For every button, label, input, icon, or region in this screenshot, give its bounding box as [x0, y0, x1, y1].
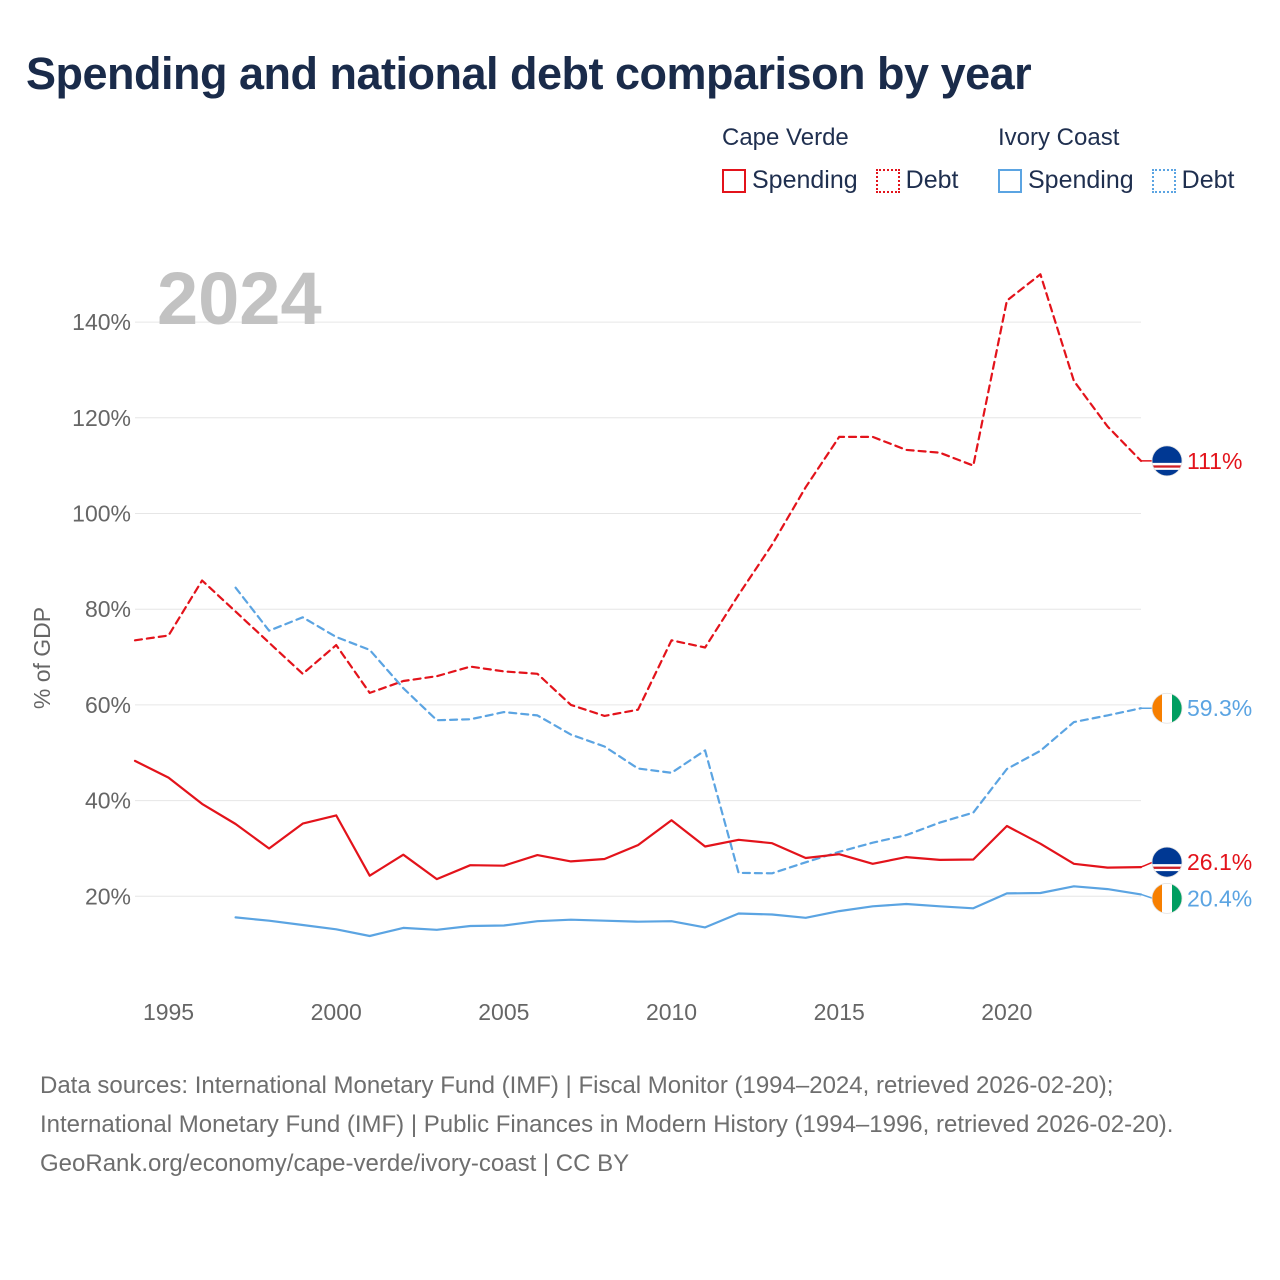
- end-marker-cape-verde-debt: 111%: [1141, 445, 1242, 477]
- series-lines: [133, 273, 1143, 938]
- footer: Data sources: International Monetary Fun…: [40, 1066, 1240, 1183]
- cape-verde-flag-icon: [1151, 445, 1183, 477]
- connector: [1140, 893, 1154, 900]
- gridlines: [135, 321, 1141, 897]
- series-line-ivory-coast-debt[interactable]: [234, 586, 1143, 875]
- series-line-cape-verde-debt[interactable]: [133, 273, 1143, 717]
- series-line-cape-verde-spending[interactable]: [133, 759, 1143, 881]
- line-chart: 2024 % of GDP 20% 40% 60% 80% 100% 120% 140% 1…: [29, 257, 1252, 1025]
- legend-group-cape-verde: Cape Verde Spending Debt: [722, 124, 976, 195]
- x-tick-label: 2020: [981, 999, 1032, 1025]
- end-value-label: 111%: [1187, 448, 1242, 474]
- x-tick-label: 2010: [646, 999, 697, 1025]
- y-tick-label: 20%: [85, 883, 131, 909]
- x-tick-label: 2005: [478, 999, 529, 1025]
- end-marker-ivory-coast-spending: 20.4%: [1140, 882, 1252, 914]
- legend-country-cape-verde: Cape Verde: [722, 124, 849, 151]
- ivory-coast-flag-icon: [1151, 882, 1183, 914]
- y-axis-ticks: 20% 40% 60% 80% 100% 120% 140%: [72, 309, 131, 909]
- legend-label: Debt: [1181, 166, 1235, 194]
- y-tick-label: 60%: [85, 692, 131, 718]
- end-markers: 111% 59.3% 26.1% 20.4%: [1140, 445, 1252, 914]
- x-tick-label: 2015: [814, 999, 865, 1025]
- dotted-line-swatch-icon: [1151, 168, 1176, 193]
- chart-title: Spending and national debt comparison by…: [26, 48, 1032, 99]
- legend-label: Debt: [905, 166, 959, 194]
- dotted-line-swatch-icon: [875, 168, 900, 193]
- series-line-ivory-coast-spending[interactable]: [234, 885, 1143, 938]
- x-axis-ticks: 1995 2000 2005 2010 2015 2020: [143, 999, 1033, 1025]
- year-watermark: 2024: [157, 257, 322, 340]
- legend-country-ivory-coast: Ivory Coast: [998, 124, 1120, 151]
- solid-line-swatch-icon: [722, 168, 746, 193]
- y-tick-label: 140%: [72, 309, 131, 335]
- end-value-label: 59.3%: [1187, 695, 1252, 721]
- end-value-label: 20.4%: [1187, 885, 1252, 911]
- legend-group-ivory-coast: Ivory Coast Spending Debt: [998, 124, 1252, 195]
- ivory-coast-flag-icon: [1151, 692, 1183, 724]
- connector: [1140, 861, 1154, 868]
- end-marker-ivory-coast-debt: 59.3%: [1141, 692, 1252, 724]
- data-sources: Data sources: International Monetary Fun…: [40, 1072, 1174, 1138]
- x-tick-label: 1995: [143, 999, 194, 1025]
- y-tick-label: 40%: [85, 788, 131, 814]
- y-tick-label: 80%: [85, 596, 131, 622]
- legend-label: Spending: [1028, 166, 1134, 194]
- legend-item-ivory-coast-debt[interactable]: Debt: [1151, 166, 1235, 195]
- x-tick-label: 2000: [311, 999, 362, 1025]
- y-tick-label: 120%: [72, 405, 131, 431]
- cape-verde-flag-icon: [1151, 846, 1183, 878]
- legend-label: Spending: [752, 166, 858, 194]
- attribution: GeoRank.org/economy/cape-verde/ivory-coa…: [40, 1150, 630, 1177]
- legend-item-cape-verde-debt[interactable]: Debt: [875, 166, 959, 195]
- legend-item-cape-verde-spending[interactable]: Spending: [722, 166, 858, 195]
- end-value-label: 26.1%: [1187, 849, 1252, 875]
- end-marker-cape-verde-spending: 26.1%: [1140, 846, 1252, 878]
- y-axis-label: % of GDP: [29, 607, 55, 709]
- solid-line-swatch-icon: [998, 168, 1022, 193]
- legend-item-ivory-coast-spending[interactable]: Spending: [998, 166, 1134, 195]
- y-tick-label: 100%: [72, 501, 131, 527]
